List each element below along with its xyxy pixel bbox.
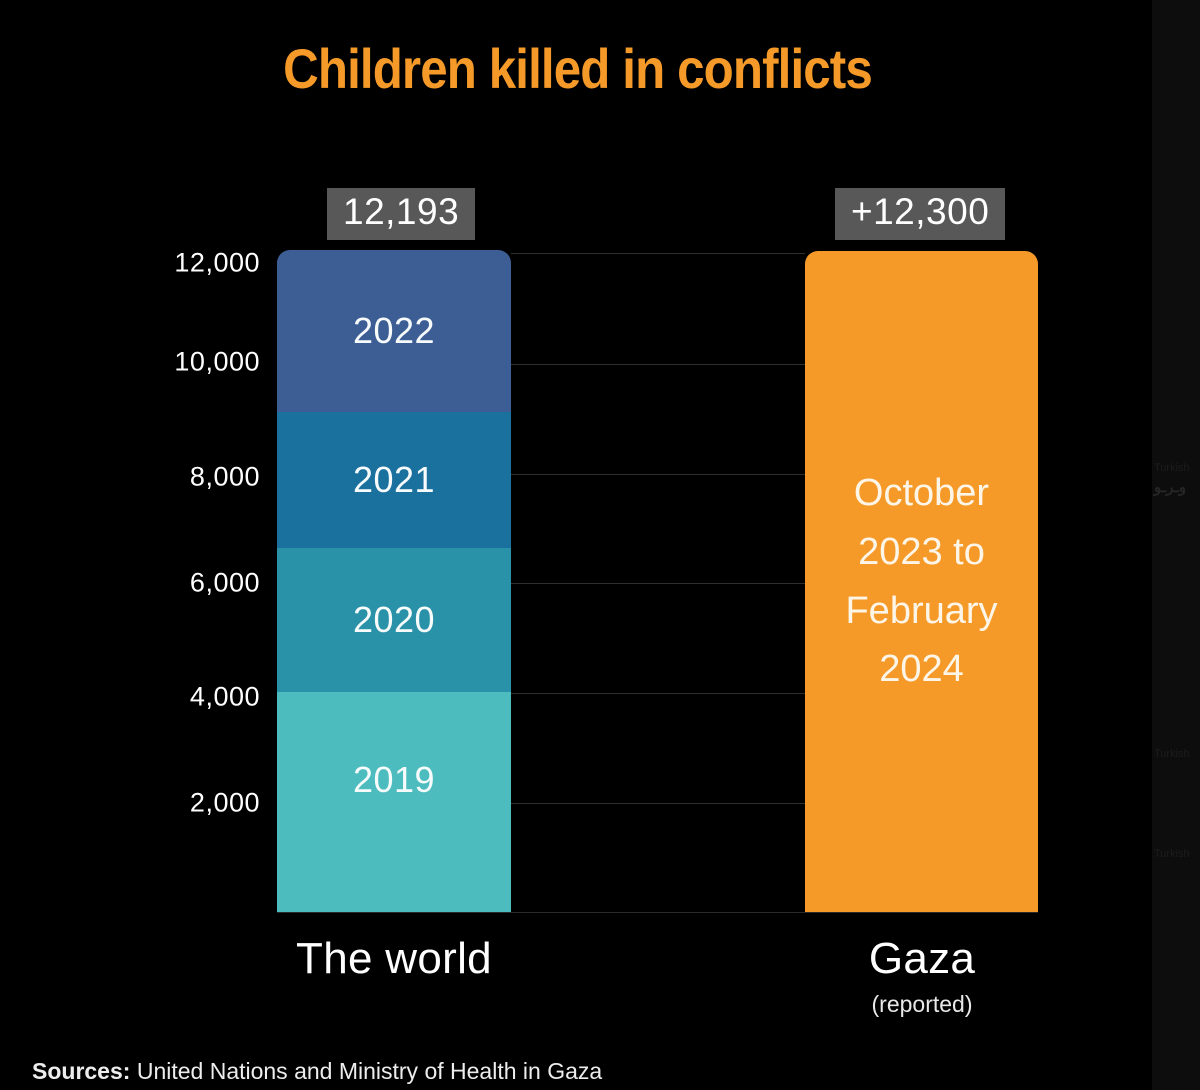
category-sublabel-gaza: (reported) [871, 991, 973, 1017]
artifact-text-4: Turkish [1154, 848, 1190, 860]
value-label-the-world: 12,193 [327, 188, 476, 240]
value-label-gaza: +12,300 [835, 188, 1006, 240]
chart-plot-area: 12,000 10,000 8,000 6,000 4,000 2,000 20… [110, 0, 1038, 1090]
gridline-6000 [511, 583, 805, 584]
gridline-2000 [511, 803, 805, 804]
chart-title: Children killed in conflicts [283, 37, 873, 100]
bar-segment-label-2021: 2021 [352, 459, 436, 500]
y-tick-6000: 6,000 [189, 567, 260, 598]
y-tick-8000: 8,000 [189, 461, 260, 492]
bar-segment-2021[interactable]: 2021 [277, 412, 511, 548]
y-tick-2000: 2,000 [189, 787, 260, 818]
bar-gaza[interactable]: October 2023 to February 2024 [805, 251, 1038, 912]
bar-segment-2020[interactable]: 2020 [277, 548, 511, 692]
axis-baseline [277, 912, 1038, 913]
artifact-text-2: وـرـو [1154, 479, 1187, 496]
artifact-text-3: Turkish [1154, 748, 1190, 760]
gridline-10000 [511, 364, 805, 365]
bar-segment-2019[interactable]: 2019 [277, 692, 511, 912]
y-tick-12000: 12,000 [174, 247, 260, 278]
bar-segment-label-2019: 2019 [352, 759, 436, 800]
bar-gaza-period-label: October 2023 to February 2024 [805, 251, 1038, 912]
sources-label: Sources: [32, 1058, 131, 1084]
y-axis: 12,000 10,000 8,000 6,000 4,000 2,000 [110, 0, 260, 1090]
sources-footer: Sources: United Nations and Ministry of … [32, 1058, 602, 1085]
gridline-12000 [511, 253, 805, 254]
bar-gaza-period-text: October 2023 to February 2024 [845, 471, 998, 691]
background-artifact-panel: Turkish وـرـو Turkish Turkish [1152, 0, 1200, 1090]
bar-segment-label-2022: 2022 [352, 310, 436, 351]
category-label-gaza: Gaza [868, 934, 976, 983]
bar-segment-label-2020: 2020 [352, 599, 436, 640]
sources-text: United Nations and Ministry of Health in… [136, 1058, 603, 1084]
category-label-the-world: The world [296, 934, 492, 983]
bar-segment-2022[interactable]: 2022 [277, 250, 511, 412]
gridline-8000 [511, 474, 805, 475]
artifact-text-1: Turkish [1154, 462, 1190, 474]
bar-the-world[interactable]: 2022 2021 2020 2019 [277, 250, 511, 912]
y-tick-10000: 10,000 [174, 346, 260, 377]
gridline-4000 [511, 693, 805, 694]
y-tick-4000: 4,000 [189, 681, 260, 712]
